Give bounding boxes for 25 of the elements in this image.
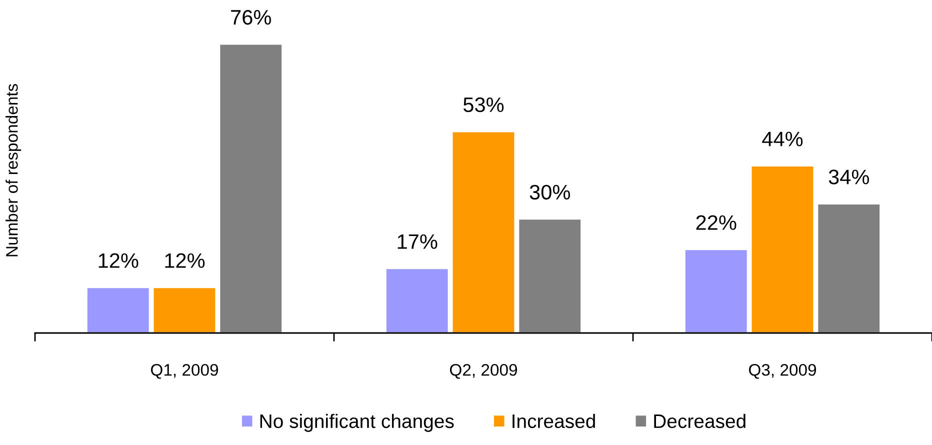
y-axis-title: Number of respondents — [6, 84, 22, 256]
x-tick-label: Q3, 2009 — [749, 364, 816, 379]
x-tick-label: Q1, 2009 — [151, 364, 218, 379]
legend-label: No significant changes — [260, 414, 454, 432]
data-label: 12% — [165, 253, 205, 268]
bar — [218, 43, 283, 333]
data-label: 22% — [696, 215, 736, 230]
bar — [385, 268, 450, 333]
legend-label: Increased — [512, 414, 595, 428]
bar — [451, 130, 516, 333]
data-label: 17% — [398, 234, 438, 249]
x-tick-label: Q2, 2009 — [450, 364, 517, 379]
data-label: 44% — [762, 132, 803, 146]
bar — [518, 218, 582, 333]
bar — [86, 286, 150, 333]
data-label: 53% — [463, 97, 504, 112]
legend-label: Decreased — [654, 414, 746, 428]
bar — [684, 248, 748, 333]
bar — [816, 203, 881, 333]
bar — [750, 165, 815, 333]
data-label: 34% — [828, 170, 869, 184]
bar — [152, 286, 217, 333]
data-label: 76% — [231, 10, 271, 25]
data-label: 30% — [530, 184, 570, 200]
data-label: 12% — [98, 253, 138, 268]
